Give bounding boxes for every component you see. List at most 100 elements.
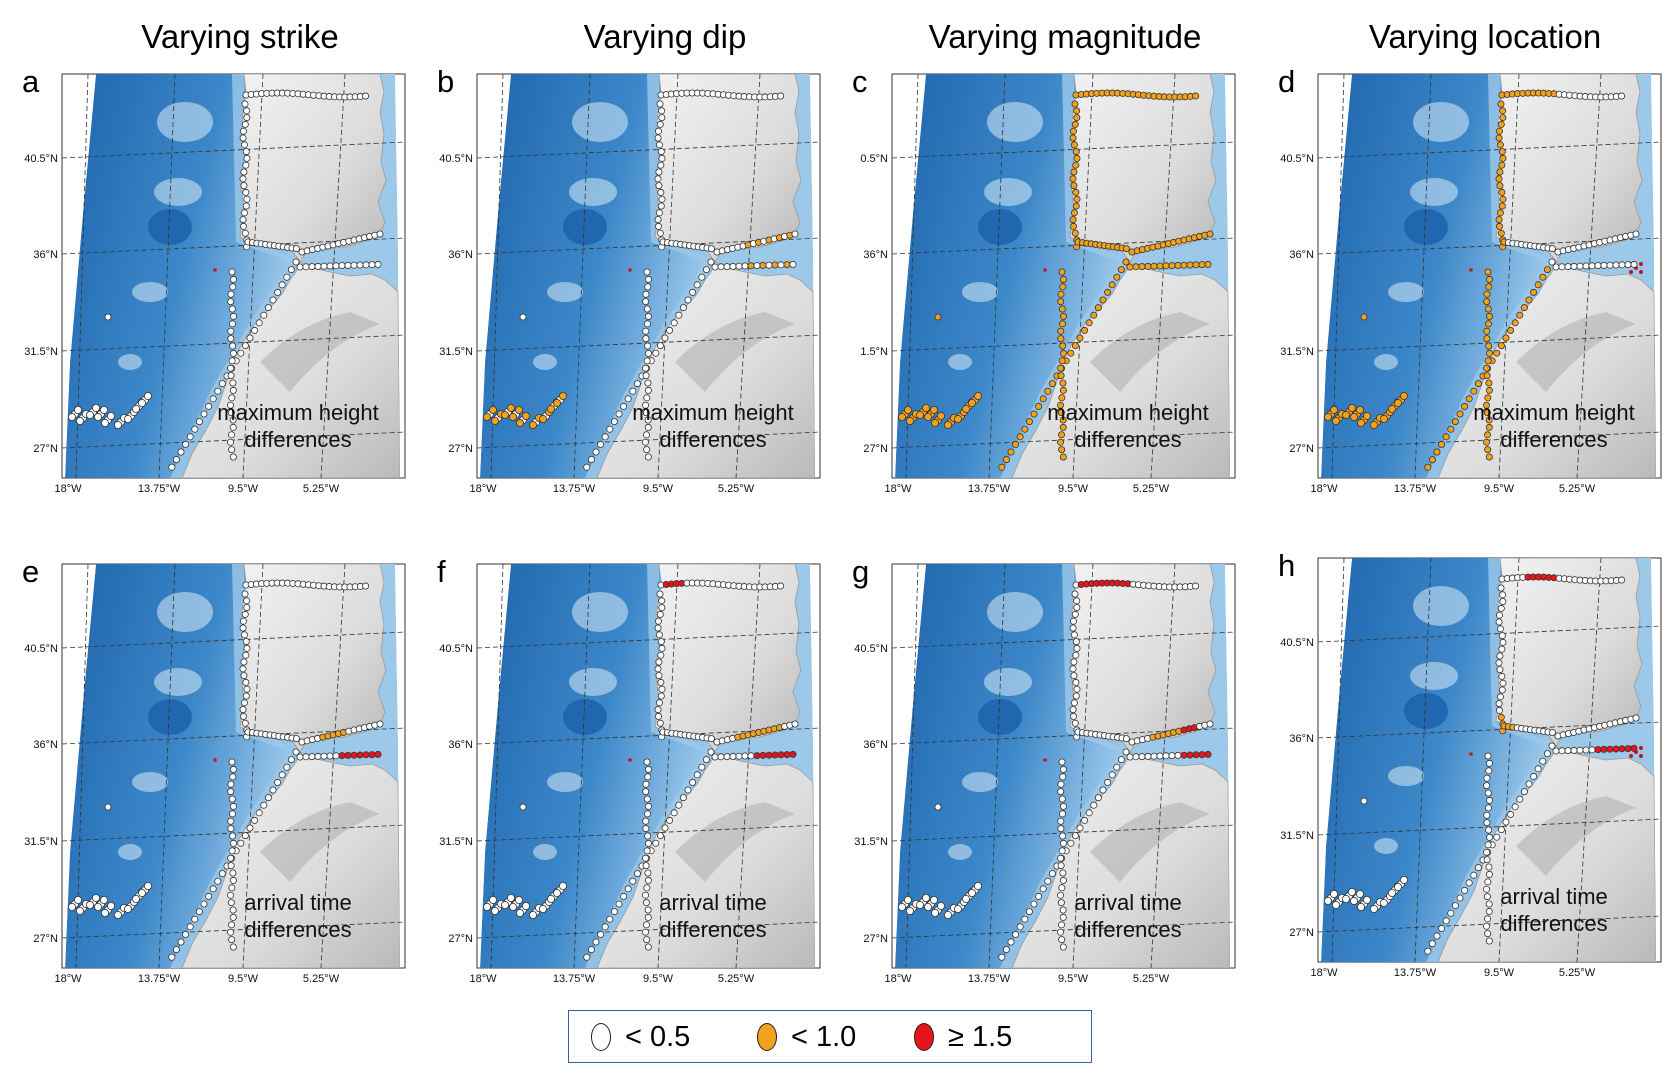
lon-label: 18°W <box>884 483 912 495</box>
station-marker <box>1495 216 1503 224</box>
station-marker <box>1496 209 1504 217</box>
station-marker <box>656 229 664 237</box>
station-marker <box>519 803 527 811</box>
graticule-lon-line <box>1150 73 1176 479</box>
station-marker <box>137 888 146 897</box>
station-marker <box>1447 425 1455 433</box>
station-marker <box>1483 922 1491 930</box>
station-marker <box>114 910 123 919</box>
station-marker <box>1057 364 1065 372</box>
station-marker <box>765 261 773 269</box>
station-marker <box>656 610 664 618</box>
lat-label: 40.5°N <box>1280 153 1314 165</box>
station-marker <box>1363 895 1372 904</box>
station-marker <box>326 262 334 270</box>
station-marker <box>326 752 334 760</box>
station-marker <box>1058 847 1066 855</box>
station-marker <box>1485 283 1493 291</box>
caption-line-2: differences <box>1074 917 1181 942</box>
station-marker <box>765 751 773 759</box>
station-marker <box>229 453 237 461</box>
station-marker <box>1192 582 1200 590</box>
station-marker <box>239 216 247 224</box>
station-marker <box>643 357 651 365</box>
station-marker <box>643 758 651 766</box>
station-marker <box>1497 120 1505 128</box>
station-marker <box>1484 930 1492 938</box>
lon-label: 13.75°W <box>1394 967 1437 979</box>
station-marker <box>344 751 352 759</box>
station-marker <box>771 751 779 759</box>
station-marker <box>1387 404 1396 413</box>
station-marker <box>260 311 268 319</box>
deep-basin <box>978 209 1022 245</box>
station-marker <box>1497 100 1505 108</box>
station-marker <box>278 281 286 289</box>
caption-line-2: differences <box>659 427 766 452</box>
station-marker <box>1363 411 1372 420</box>
station-marker <box>597 440 605 448</box>
station-marker <box>1113 273 1121 281</box>
station-marker <box>1048 380 1056 388</box>
mountain-shading <box>675 802 795 882</box>
station-marker <box>1072 161 1080 169</box>
station-marker <box>228 357 236 365</box>
station-marker <box>656 120 664 128</box>
station-marker <box>1168 262 1176 270</box>
lat-label: 27°N <box>1289 443 1314 455</box>
graticule-lat-line <box>1317 431 1662 449</box>
map-svg: d 40.5°N 36°N 31.5°N 27°N 18°W 13.75°W 9.5°W 5.2… <box>1278 64 1662 495</box>
caption-line-1: arrival time <box>659 890 767 915</box>
station-marker <box>1495 175 1503 183</box>
station-marker <box>1057 298 1065 306</box>
station-marker <box>269 296 277 304</box>
station-marker <box>643 810 651 818</box>
lat-label: 40.5°N <box>1280 637 1314 649</box>
station-marker <box>1588 262 1596 270</box>
seamount-highlight <box>118 844 142 860</box>
station-marker <box>656 719 664 727</box>
graticule-lon-line <box>657 73 679 479</box>
station-marker <box>644 386 652 394</box>
station-marker <box>1057 438 1065 446</box>
station-marker <box>240 141 248 149</box>
station-marker <box>1484 789 1492 797</box>
station-marker <box>1485 759 1493 767</box>
graticule-lon-line <box>158 73 176 479</box>
station-marker <box>1495 618 1503 626</box>
map-area <box>1321 558 1656 962</box>
station-marker <box>228 394 236 402</box>
station-marker <box>269 786 277 794</box>
station-marker <box>1499 114 1507 122</box>
lat-label: 36°N <box>863 739 888 751</box>
station-marker <box>1071 610 1079 618</box>
epicentre-location-marker <box>1639 270 1643 274</box>
station-marker <box>898 412 907 421</box>
station-marker <box>1594 262 1602 270</box>
station-marker <box>606 425 614 433</box>
station-marker <box>592 938 600 946</box>
station-marker <box>1059 906 1067 914</box>
station-marker <box>1485 312 1493 320</box>
seamount-highlight <box>569 178 617 206</box>
station-marker <box>100 405 109 414</box>
station-marker <box>558 881 567 890</box>
station-marker <box>684 296 692 304</box>
station-marker <box>1484 268 1492 276</box>
station-marker <box>689 288 697 296</box>
station-marker <box>922 403 931 412</box>
station-marker <box>624 395 632 403</box>
station-marker <box>243 644 251 652</box>
station-marker <box>1108 771 1116 779</box>
lat-label: 36°N <box>33 249 58 261</box>
station-marker <box>1558 747 1566 755</box>
graticule-lon-line <box>1150 563 1176 969</box>
station-marker <box>1594 746 1602 754</box>
station-marker <box>1144 262 1152 270</box>
station-marker <box>657 692 665 700</box>
station-marker <box>229 869 237 877</box>
station-marker <box>643 431 651 439</box>
station-marker <box>1039 885 1047 893</box>
station-marker <box>1483 848 1491 856</box>
lat-label: 36°N <box>448 249 473 261</box>
